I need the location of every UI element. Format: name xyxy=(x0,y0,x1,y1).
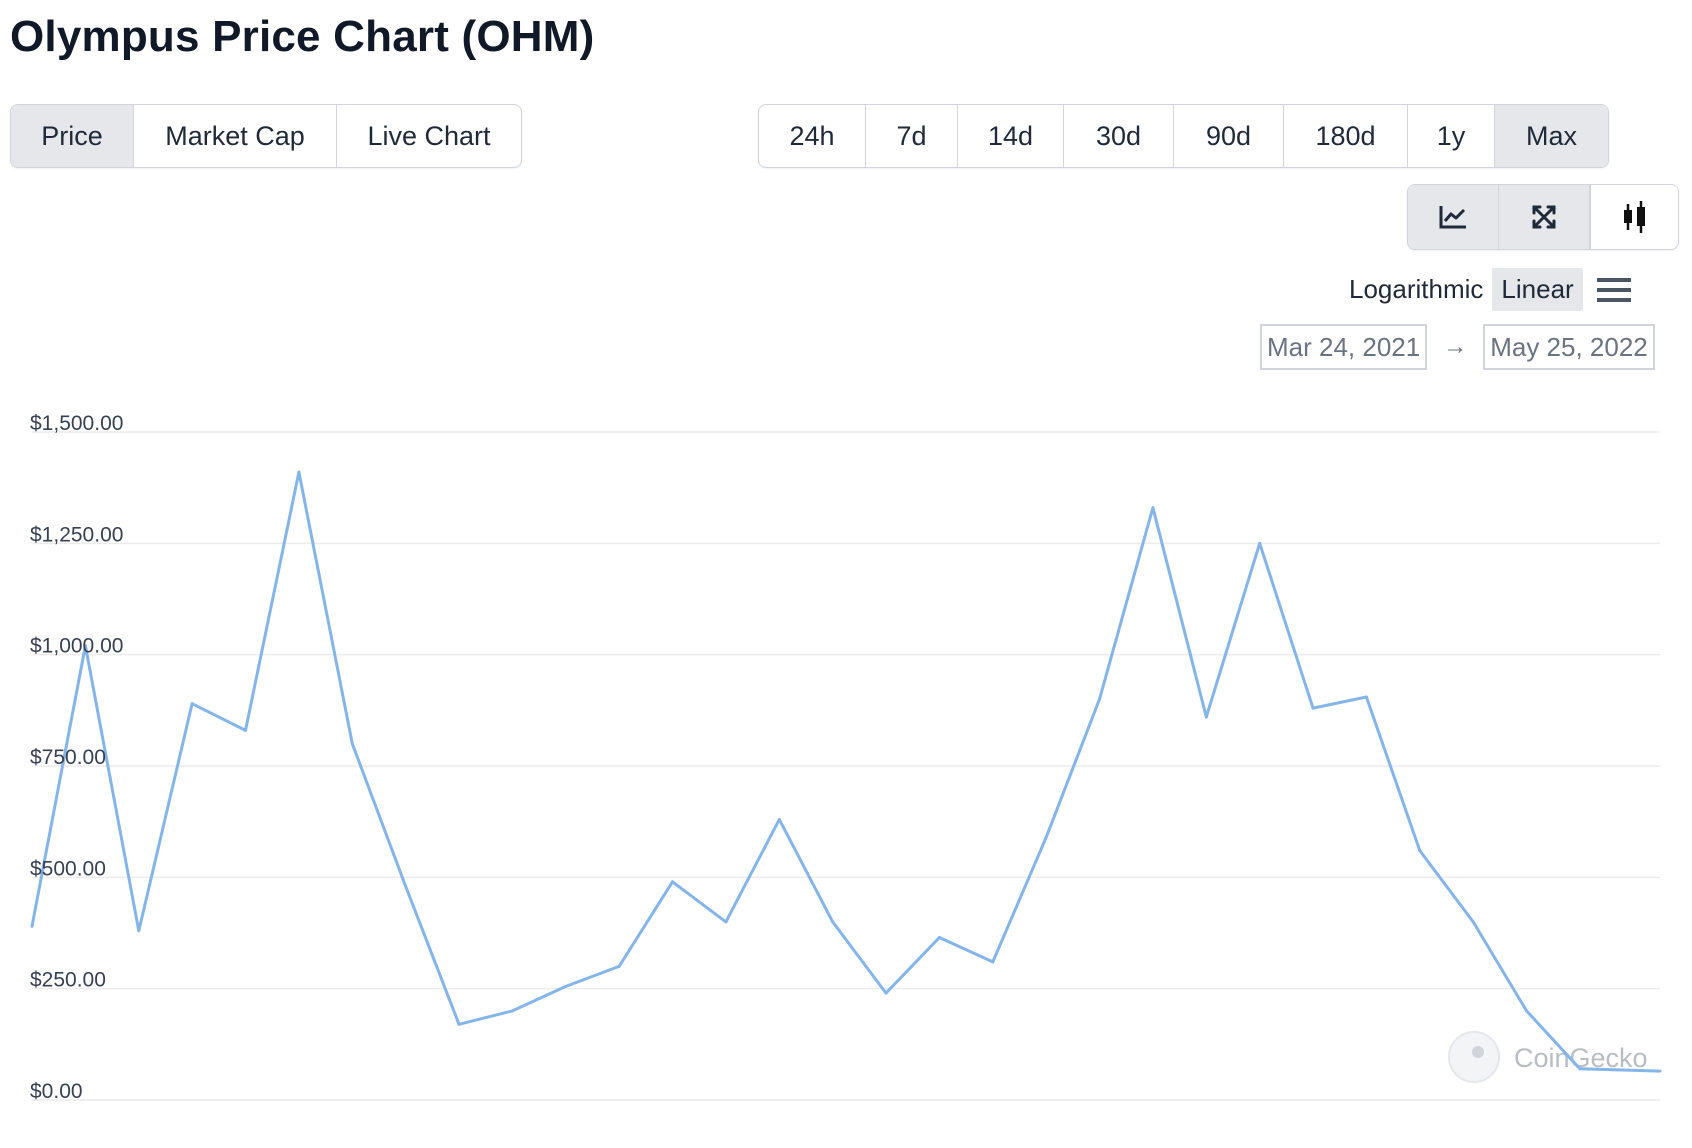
coingecko-logo-eye-icon xyxy=(1472,1046,1484,1058)
y-tick-label: $1,000.00 xyxy=(30,635,123,658)
price-line xyxy=(30,470,1661,1073)
y-tick-label: $250.00 xyxy=(30,969,106,992)
expand-icon xyxy=(1532,205,1556,229)
chart-type-tabs: Price Market Cap Live Chart xyxy=(10,104,522,168)
range-24h-button[interactable]: 24h xyxy=(759,105,866,167)
data-point xyxy=(30,924,34,928)
data-point xyxy=(777,817,781,821)
y-tick-label: $1,500.00 xyxy=(30,412,123,435)
data-point xyxy=(1151,506,1155,510)
linear-scale-option[interactable]: Linear xyxy=(1492,268,1583,311)
data-point xyxy=(1471,920,1475,924)
data-point xyxy=(1364,695,1368,699)
range-7d-button[interactable]: 7d xyxy=(866,105,958,167)
y-tick-label: $1,250.00 xyxy=(30,523,123,546)
scale-toggle: Logarithmic Linear xyxy=(1340,268,1631,311)
data-point xyxy=(244,728,248,732)
y-tick-label: $500.00 xyxy=(30,857,106,880)
line-chart-view-button[interactable] xyxy=(1408,185,1499,249)
range-14d-button[interactable]: 14d xyxy=(958,105,1064,167)
data-point xyxy=(1658,1069,1662,1073)
data-point xyxy=(564,984,568,988)
data-point xyxy=(1418,849,1422,853)
data-point xyxy=(1258,541,1262,545)
data-point xyxy=(724,920,728,924)
data-point xyxy=(190,702,194,706)
range-max-button[interactable]: Max xyxy=(1495,105,1608,167)
date-range-picker: Mar 24, 2021 → May 25, 2022 xyxy=(1260,324,1655,370)
tab-market-cap[interactable]: Market Cap xyxy=(134,105,337,167)
y-tick-label: $0.00 xyxy=(30,1080,83,1103)
data-point xyxy=(831,920,835,924)
data-point xyxy=(671,880,675,884)
data-point xyxy=(1525,1009,1529,1013)
range-1y-button[interactable]: 1y xyxy=(1408,105,1495,167)
data-point xyxy=(991,960,995,964)
fullscreen-button[interactable] xyxy=(1499,185,1590,249)
data-point xyxy=(617,964,621,968)
range-30d-button[interactable]: 30d xyxy=(1064,105,1174,167)
arrow-right-icon: → xyxy=(1443,333,1468,360)
page-title: Olympus Price Chart (OHM) xyxy=(10,12,595,61)
data-point xyxy=(1044,835,1048,839)
y-tick-label: $750.00 xyxy=(30,746,106,769)
line-chart-icon xyxy=(1439,206,1466,229)
range-180d-button[interactable]: 180d xyxy=(1284,105,1408,167)
data-point xyxy=(83,644,87,648)
tab-live-chart[interactable]: Live Chart xyxy=(367,120,491,151)
logarithmic-scale-option[interactable]: Logarithmic xyxy=(1349,274,1484,304)
data-point xyxy=(404,884,408,888)
data-point xyxy=(1578,1067,1582,1071)
time-range-selector: 24h 7d 14d 30d 90d 180d 1y Max xyxy=(758,104,1609,168)
data-point xyxy=(457,1022,461,1026)
data-point xyxy=(137,929,141,933)
candlestick-view-button[interactable] xyxy=(1590,185,1678,249)
date-from-input[interactable]: Mar 24, 2021 xyxy=(1260,324,1428,370)
range-90d-button[interactable]: 90d xyxy=(1174,105,1284,167)
chart-view-selector xyxy=(1407,184,1679,250)
data-point xyxy=(297,470,301,474)
data-point xyxy=(350,742,354,746)
tab-price[interactable]: Price xyxy=(11,105,134,167)
date-to-input[interactable]: May 25, 2022 xyxy=(1483,324,1655,370)
data-point xyxy=(1204,715,1208,719)
hamburger-menu-icon[interactable] xyxy=(1596,277,1631,303)
coingecko-logo-icon xyxy=(1448,1031,1500,1083)
data-point xyxy=(937,935,941,939)
candlestick-icon xyxy=(1623,201,1645,233)
data-point xyxy=(884,991,888,995)
price-chart: CoinGecko$0.00$250.00$500.00$750.00$1,00… xyxy=(30,412,1662,1103)
data-point xyxy=(1098,697,1102,701)
data-point xyxy=(510,1009,514,1013)
data-point xyxy=(1311,706,1315,710)
